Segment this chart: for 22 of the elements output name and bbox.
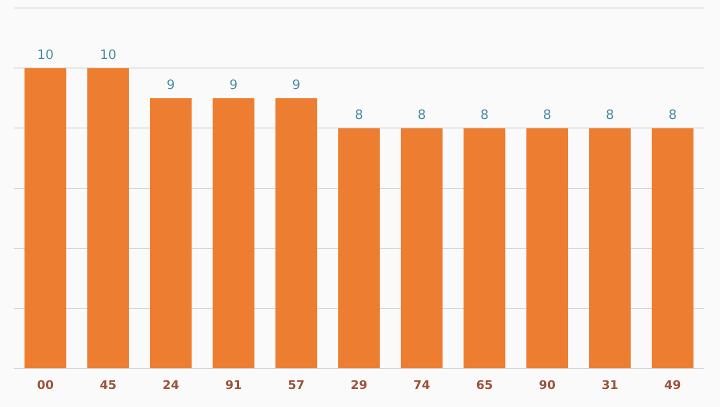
x-tick-label: 24 <box>162 378 180 392</box>
x-tick-label: 31 <box>602 378 618 392</box>
data-label: 9 <box>166 78 175 94</box>
x-tick-label: 65 <box>476 378 493 392</box>
data-label: 10 <box>37 48 54 63</box>
data-label: 8 <box>480 108 489 124</box>
x-tick-label: 45 <box>100 378 116 392</box>
x-tick-label: 90 <box>538 378 556 392</box>
x-tick-label: 49 <box>664 378 681 392</box>
x-tick-label: 29 <box>350 378 368 392</box>
x-tick-label: 74 <box>413 378 430 392</box>
x-tick-label: 57 <box>288 378 305 392</box>
data-label: 8 <box>668 108 677 124</box>
data-label: 8 <box>354 108 364 124</box>
data-label: 9 <box>292 78 300 94</box>
x-tick-label: 91 <box>225 378 242 392</box>
data-label: 8 <box>543 108 552 124</box>
data-label: 8 <box>418 108 426 124</box>
data-label: 8 <box>606 108 614 124</box>
data-label: 9 <box>229 78 238 94</box>
x-tick-label: 00 <box>37 378 54 392</box>
data-label: 10 <box>100 48 116 63</box>
